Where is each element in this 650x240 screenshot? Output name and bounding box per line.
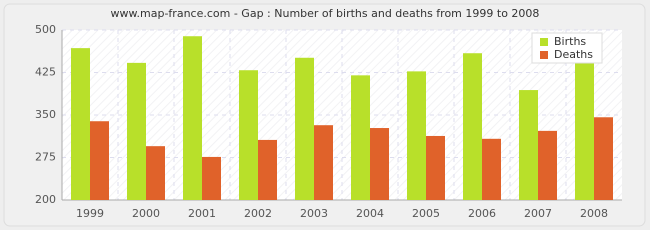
bar <box>71 48 90 201</box>
x-tick-label: 2007 <box>524 207 552 220</box>
legend-swatch <box>540 51 548 59</box>
bar <box>314 125 333 200</box>
bar <box>482 138 501 200</box>
chart: www.map-france.com - Gap : Number of bir… <box>0 0 650 230</box>
bar <box>575 62 594 200</box>
y-tick-label: 200 <box>35 193 56 206</box>
bar <box>183 36 202 200</box>
bar <box>370 128 389 200</box>
x-tick-label: 2006 <box>468 207 496 220</box>
legend-label: Deaths <box>554 48 593 61</box>
bar <box>258 139 277 200</box>
bar <box>426 135 445 200</box>
bar <box>239 70 258 200</box>
x-tick-label: 2005 <box>412 207 440 220</box>
bar <box>519 90 538 200</box>
x-tick-label: 2000 <box>132 207 160 220</box>
y-tick-label: 275 <box>35 151 56 164</box>
bar <box>146 146 165 200</box>
bar <box>594 117 613 200</box>
bar <box>202 156 221 200</box>
x-tick-label: 2004 <box>356 207 384 220</box>
bar <box>463 53 482 200</box>
y-tick-label: 350 <box>35 108 56 121</box>
bar <box>407 71 426 200</box>
bar <box>538 130 557 200</box>
bar <box>90 121 109 200</box>
x-tick-label: 2003 <box>300 207 328 220</box>
chart-title: www.map-france.com - Gap : Number of bir… <box>111 7 540 20</box>
y-tick-label: 500 <box>35 23 56 36</box>
x-tick-label: 2008 <box>580 207 608 220</box>
x-tick-label: 2001 <box>188 207 216 220</box>
legend-label: Births <box>554 35 586 48</box>
y-tick-label: 425 <box>35 66 56 79</box>
bar <box>351 75 370 200</box>
x-tick-label: 1999 <box>76 207 104 220</box>
x-tick-label: 2002 <box>244 207 272 220</box>
bar <box>295 57 314 201</box>
legend-swatch <box>540 38 548 46</box>
bar <box>127 62 146 200</box>
